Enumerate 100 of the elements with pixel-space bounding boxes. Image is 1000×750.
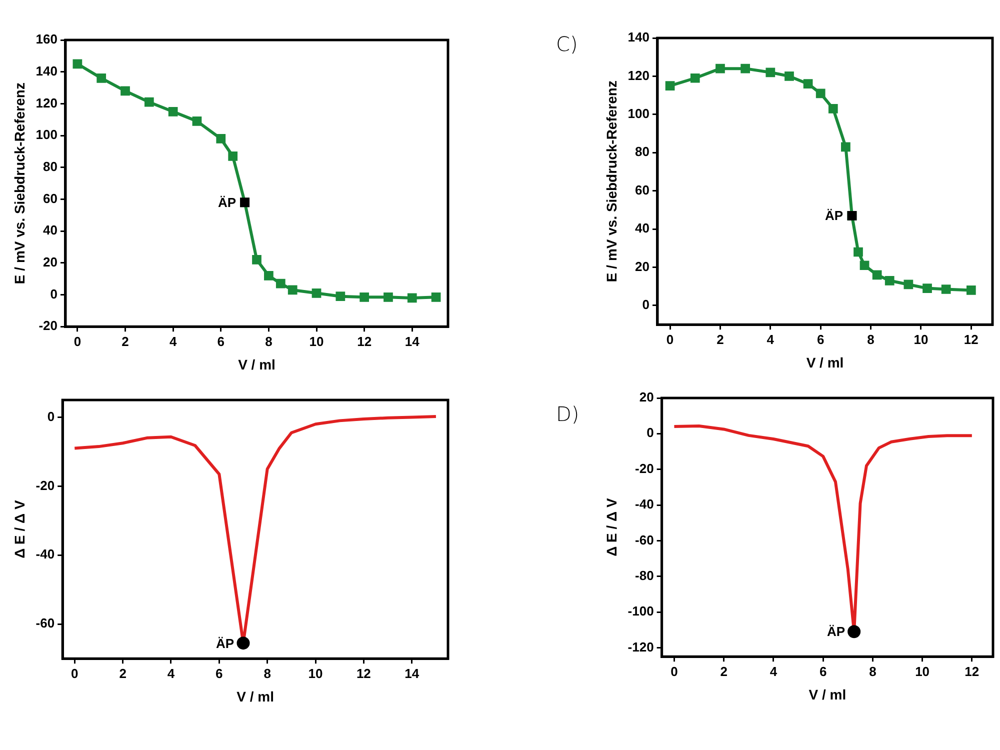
point xyxy=(72,59,82,69)
y-tick-label: -120 xyxy=(628,639,654,654)
point xyxy=(904,280,914,290)
y-tick-label: 0 xyxy=(642,297,650,312)
x-tick-label: 8 xyxy=(265,334,272,349)
point xyxy=(360,292,370,302)
x-tick-label: 2 xyxy=(119,666,126,681)
y-tick-label: -60 xyxy=(635,532,654,548)
x-tick-label: 0 xyxy=(666,332,674,347)
y-tick-label: 140 xyxy=(628,30,650,45)
y-tick-label: 40 xyxy=(635,220,650,236)
point xyxy=(854,247,863,257)
y-axis-title: Δ E / Δ V xyxy=(603,498,620,556)
point xyxy=(841,142,850,152)
y-tick-label: -60 xyxy=(36,616,55,631)
point xyxy=(228,152,238,161)
y-tick-label: -80 xyxy=(635,568,654,583)
point xyxy=(784,72,794,81)
x-tick-label: 10 xyxy=(309,334,324,349)
x-axis-title: V / ml xyxy=(806,354,844,370)
y-tick-label: 20 xyxy=(635,258,650,274)
y-tick-label: 0 xyxy=(47,408,55,424)
point xyxy=(312,288,322,298)
point xyxy=(288,285,298,295)
x-tick-label: 14 xyxy=(404,334,420,349)
point xyxy=(407,293,417,303)
annotation: ÄP xyxy=(825,208,844,224)
x-tick-label: 4 xyxy=(169,334,178,349)
y-tick-label: -20 xyxy=(38,318,58,334)
point xyxy=(716,64,725,74)
x-tick-label: 8 xyxy=(264,666,271,681)
x-tick-label: 6 xyxy=(819,664,827,679)
point xyxy=(828,104,838,114)
y-tick-label: 20 xyxy=(43,254,58,270)
x-axis-title: V / ml xyxy=(236,688,274,704)
point xyxy=(665,81,675,90)
x-tick-label: 10 xyxy=(914,332,928,347)
y-tick-label: 20 xyxy=(639,390,654,405)
y-tick-label: 120 xyxy=(628,68,650,83)
x-tick-label: 4 xyxy=(770,664,778,679)
x-tick-label: 0 xyxy=(74,334,82,349)
annotation: ÄP xyxy=(216,636,234,651)
y-tick-label: 140 xyxy=(36,63,58,78)
x-tick-label: 6 xyxy=(816,332,824,347)
point xyxy=(872,270,882,280)
y-tick-label: -40 xyxy=(635,496,654,512)
point xyxy=(144,97,154,107)
y-tick-label: 60 xyxy=(635,182,650,198)
y-tick-label: 0 xyxy=(646,425,654,440)
x-tick-label: 0 xyxy=(71,666,78,681)
point xyxy=(384,292,393,302)
point xyxy=(264,270,274,280)
point xyxy=(252,255,262,264)
x-tick-label: 2 xyxy=(720,664,728,679)
point xyxy=(941,284,951,294)
point xyxy=(966,286,976,295)
x-tick-label: 4 xyxy=(766,332,775,347)
x-tick-label: 12 xyxy=(357,334,372,349)
chart-title: D) xyxy=(556,402,580,426)
y-axis-title: E / mV vs. Siebdruck-Referenz xyxy=(603,80,620,282)
y-tick-label: -40 xyxy=(36,546,55,562)
point xyxy=(192,116,202,126)
point xyxy=(860,260,870,270)
x-tick-label: 14 xyxy=(404,666,420,681)
x-axis-title: V / ml xyxy=(238,356,276,372)
y-tick-label: -20 xyxy=(36,478,55,493)
y-tick-label: 60 xyxy=(43,190,58,206)
x-tick-label: 0 xyxy=(670,664,678,679)
y-tick-label: 120 xyxy=(36,95,58,110)
y-tick-label: 80 xyxy=(635,144,650,160)
x-axis-title: V / ml xyxy=(808,686,846,702)
y-tick-label: 40 xyxy=(43,222,58,238)
annotation: ÄP xyxy=(827,624,846,640)
x-tick-label: 4 xyxy=(167,666,176,681)
point xyxy=(884,276,894,286)
chart-title: C) xyxy=(556,32,578,56)
point xyxy=(740,64,750,74)
y-axis-title: E / mV vs. Siebdruck-Referenz xyxy=(11,82,28,284)
x-tick-label: 2 xyxy=(716,332,724,347)
point xyxy=(168,106,178,116)
y-axis-title: Δ E / Δ V xyxy=(11,500,28,558)
x-tick-label: 12 xyxy=(964,332,978,347)
point xyxy=(431,292,441,302)
point xyxy=(276,278,286,288)
x-tick-label: 10 xyxy=(308,666,323,681)
y-tick-label: -100 xyxy=(628,604,654,619)
point xyxy=(336,292,346,302)
point xyxy=(216,134,226,144)
point xyxy=(803,79,813,89)
point xyxy=(96,74,106,83)
x-tick-label: 12 xyxy=(356,666,371,681)
point xyxy=(690,73,700,83)
x-tick-label: 6 xyxy=(217,334,224,349)
x-tick-label: 8 xyxy=(869,664,876,679)
x-tick-label: 8 xyxy=(867,332,874,347)
annotation: ÄP xyxy=(218,194,236,210)
x-tick-label: 2 xyxy=(122,334,129,349)
x-tick-label: 10 xyxy=(915,664,930,679)
point xyxy=(120,86,130,96)
x-tick-label: 12 xyxy=(964,664,980,679)
